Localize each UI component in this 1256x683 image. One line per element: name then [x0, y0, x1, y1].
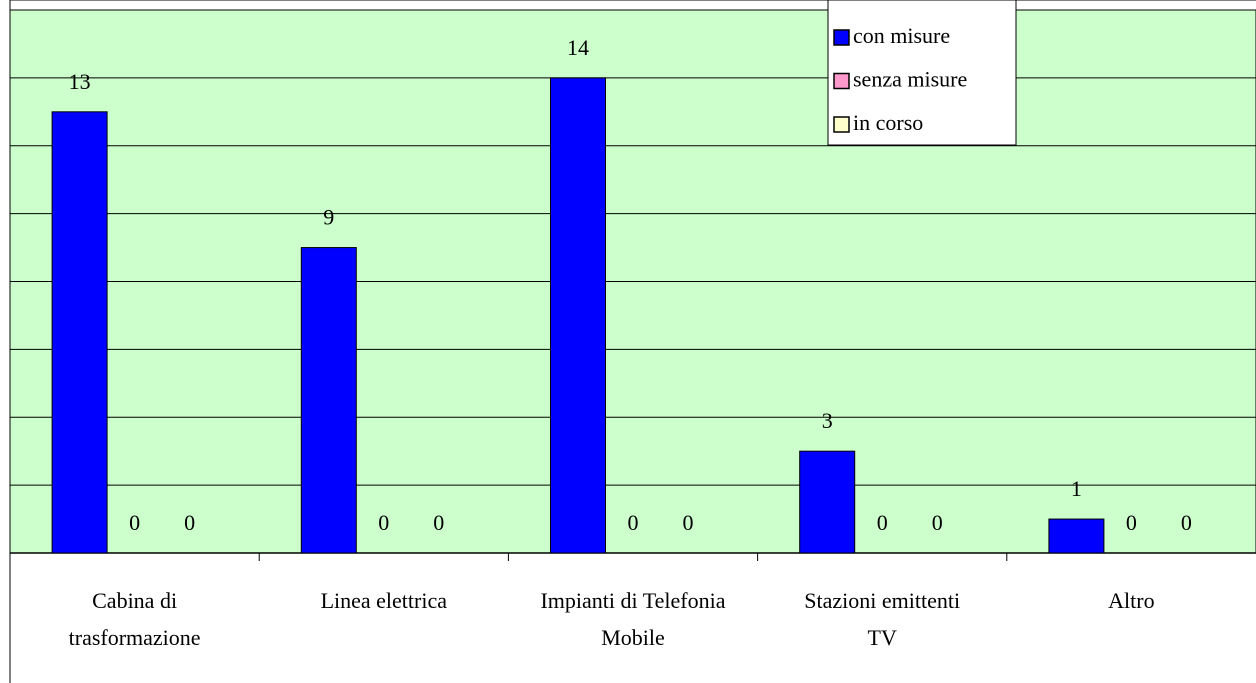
data-label: 0	[433, 510, 444, 535]
x-tick-label: Cabina di trasformazione	[68, 588, 201, 650]
data-label: 1	[1071, 476, 1082, 501]
legend-swatch	[833, 29, 850, 46]
data-label: 13	[69, 69, 91, 94]
data-label: 0	[628, 510, 639, 535]
data-label: 0	[877, 510, 888, 535]
data-label: 0	[184, 510, 195, 535]
data-label: 0	[1126, 510, 1137, 535]
x-tick-label: Linea elettrica	[320, 588, 447, 613]
data-label: 0	[129, 510, 140, 535]
x-tick-label: Altro	[1108, 588, 1155, 613]
legend-swatch	[833, 116, 850, 133]
legend-label: con misure	[853, 23, 950, 48]
legend-label: senza misure	[853, 67, 967, 92]
data-label: 9	[323, 205, 334, 230]
x-tick-label: Impianti di Telefonia Mobile	[540, 588, 726, 650]
data-label: 0	[1181, 510, 1192, 535]
x-tick-label: Stazioni emittenti TV	[804, 588, 961, 650]
data-label: 14	[567, 35, 589, 60]
data-label: 0	[683, 510, 694, 535]
legend-label: in corso	[853, 110, 923, 135]
legend-swatch	[833, 72, 850, 90]
data-label: 0	[378, 510, 389, 535]
bar	[300, 247, 357, 554]
bar	[1048, 518, 1105, 554]
data-label: 0	[932, 510, 943, 535]
legend-box	[827, 0, 1017, 146]
data-label: 3	[822, 408, 833, 433]
bar	[51, 111, 108, 554]
bar	[550, 77, 606, 554]
bar	[799, 450, 856, 554]
